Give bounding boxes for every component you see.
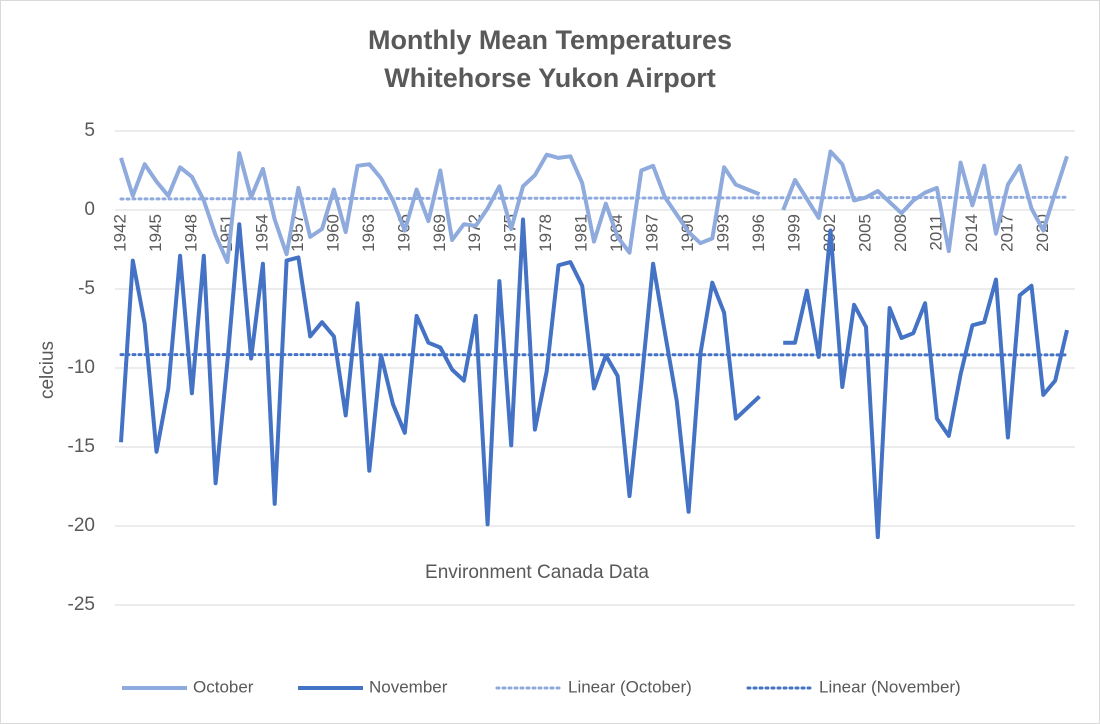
x-tick-label: 2011	[926, 214, 945, 251]
x-tick-label: 1945	[146, 214, 165, 252]
legend-label: Linear (October)	[568, 677, 692, 696]
x-tick-label: 2017	[997, 214, 1016, 252]
x-tick-label: 2008	[891, 214, 910, 252]
legend-label: Linear (November)	[819, 677, 961, 696]
x-tick-label: 1966	[394, 214, 413, 252]
legend-label: October	[193, 677, 254, 696]
chart-title: Monthly Mean Temperatures	[368, 25, 732, 55]
y-tick-label: -25	[68, 594, 95, 615]
y-tick-label: -15	[68, 436, 95, 457]
x-tick-label: 1978	[536, 214, 555, 252]
x-tick-label: 2014	[962, 214, 981, 252]
y-tick-label: 5	[84, 120, 95, 141]
x-tick-label: 1948	[181, 214, 200, 252]
trendline	[119, 195, 1069, 201]
x-tick-label: 2005	[855, 214, 874, 252]
x-tick-label: 1981	[572, 214, 591, 252]
y-tick-label: -10	[68, 357, 95, 378]
line-series	[119, 217, 1069, 540]
x-tick-label: 1942	[110, 214, 129, 252]
x-tick-label: 1993	[714, 214, 733, 252]
chart-title: Whitehorse Yukon Airport	[384, 63, 716, 93]
x-tick-label: 1963	[359, 214, 378, 252]
x-tick-label: 1999	[785, 214, 804, 252]
annotation: Environment Canada Data	[425, 562, 649, 583]
y-tick-label: -5	[78, 278, 95, 299]
legend-label: November	[369, 677, 448, 696]
x-tick-label: 1960	[323, 214, 342, 252]
y-tick-label: 0	[84, 199, 95, 220]
y-axis-label: celcius	[37, 341, 58, 399]
y-tick-label: -20	[68, 515, 95, 536]
x-tick-label: 1996	[749, 214, 768, 252]
x-tick-label: 1969	[430, 214, 449, 252]
x-tick-label: 1987	[643, 214, 662, 252]
x-tick-label: 1975	[501, 214, 520, 252]
line-series	[119, 149, 1069, 265]
x-tick-label: 1954	[252, 214, 271, 252]
